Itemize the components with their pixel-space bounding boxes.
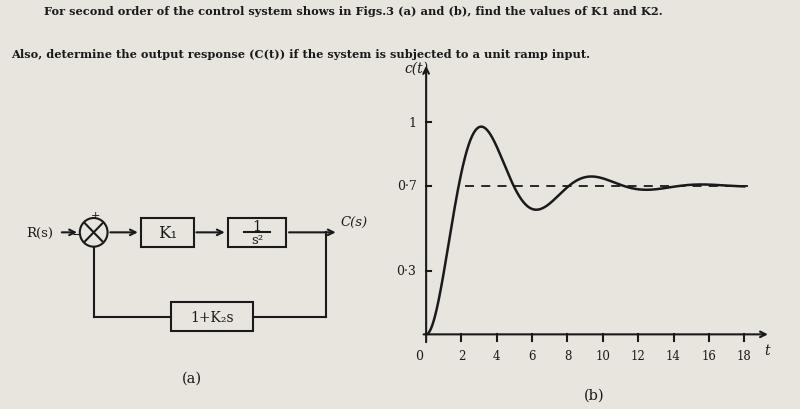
Text: 2: 2 xyxy=(458,349,465,362)
Text: c(t): c(t) xyxy=(404,61,429,75)
Text: 12: 12 xyxy=(630,349,646,362)
Text: R(s): R(s) xyxy=(26,226,54,239)
Text: −: − xyxy=(71,228,82,241)
Text: For second order of the control system shows in Figs.3 (a) and (b), find the val: For second order of the control system s… xyxy=(44,6,662,17)
Text: (b): (b) xyxy=(584,387,604,401)
Text: 14: 14 xyxy=(666,349,681,362)
Text: 0·7: 0·7 xyxy=(397,180,417,193)
Text: Also, determine the output response (C(t)) if the system is subjected to a unit : Also, determine the output response (C(t… xyxy=(11,49,590,60)
Text: 18: 18 xyxy=(737,349,751,362)
Text: 8: 8 xyxy=(564,349,571,362)
Bar xyxy=(171,303,253,331)
Text: K₁: K₁ xyxy=(158,224,177,241)
Text: 1+K₂s: 1+K₂s xyxy=(190,310,234,324)
Text: s²: s² xyxy=(251,234,263,247)
Text: 4: 4 xyxy=(493,349,501,362)
Bar xyxy=(141,218,194,247)
Bar xyxy=(227,218,286,247)
Text: (a): (a) xyxy=(182,371,202,385)
Text: C(s): C(s) xyxy=(341,216,368,229)
Text: t: t xyxy=(764,344,770,357)
Text: 0: 0 xyxy=(415,349,423,362)
Text: 10: 10 xyxy=(595,349,610,362)
Text: 1: 1 xyxy=(409,117,417,130)
Text: 6: 6 xyxy=(529,349,536,362)
Text: 0·3: 0·3 xyxy=(397,265,417,278)
Text: 16: 16 xyxy=(702,349,716,362)
Text: 1: 1 xyxy=(252,220,262,234)
Text: +: + xyxy=(91,210,101,220)
